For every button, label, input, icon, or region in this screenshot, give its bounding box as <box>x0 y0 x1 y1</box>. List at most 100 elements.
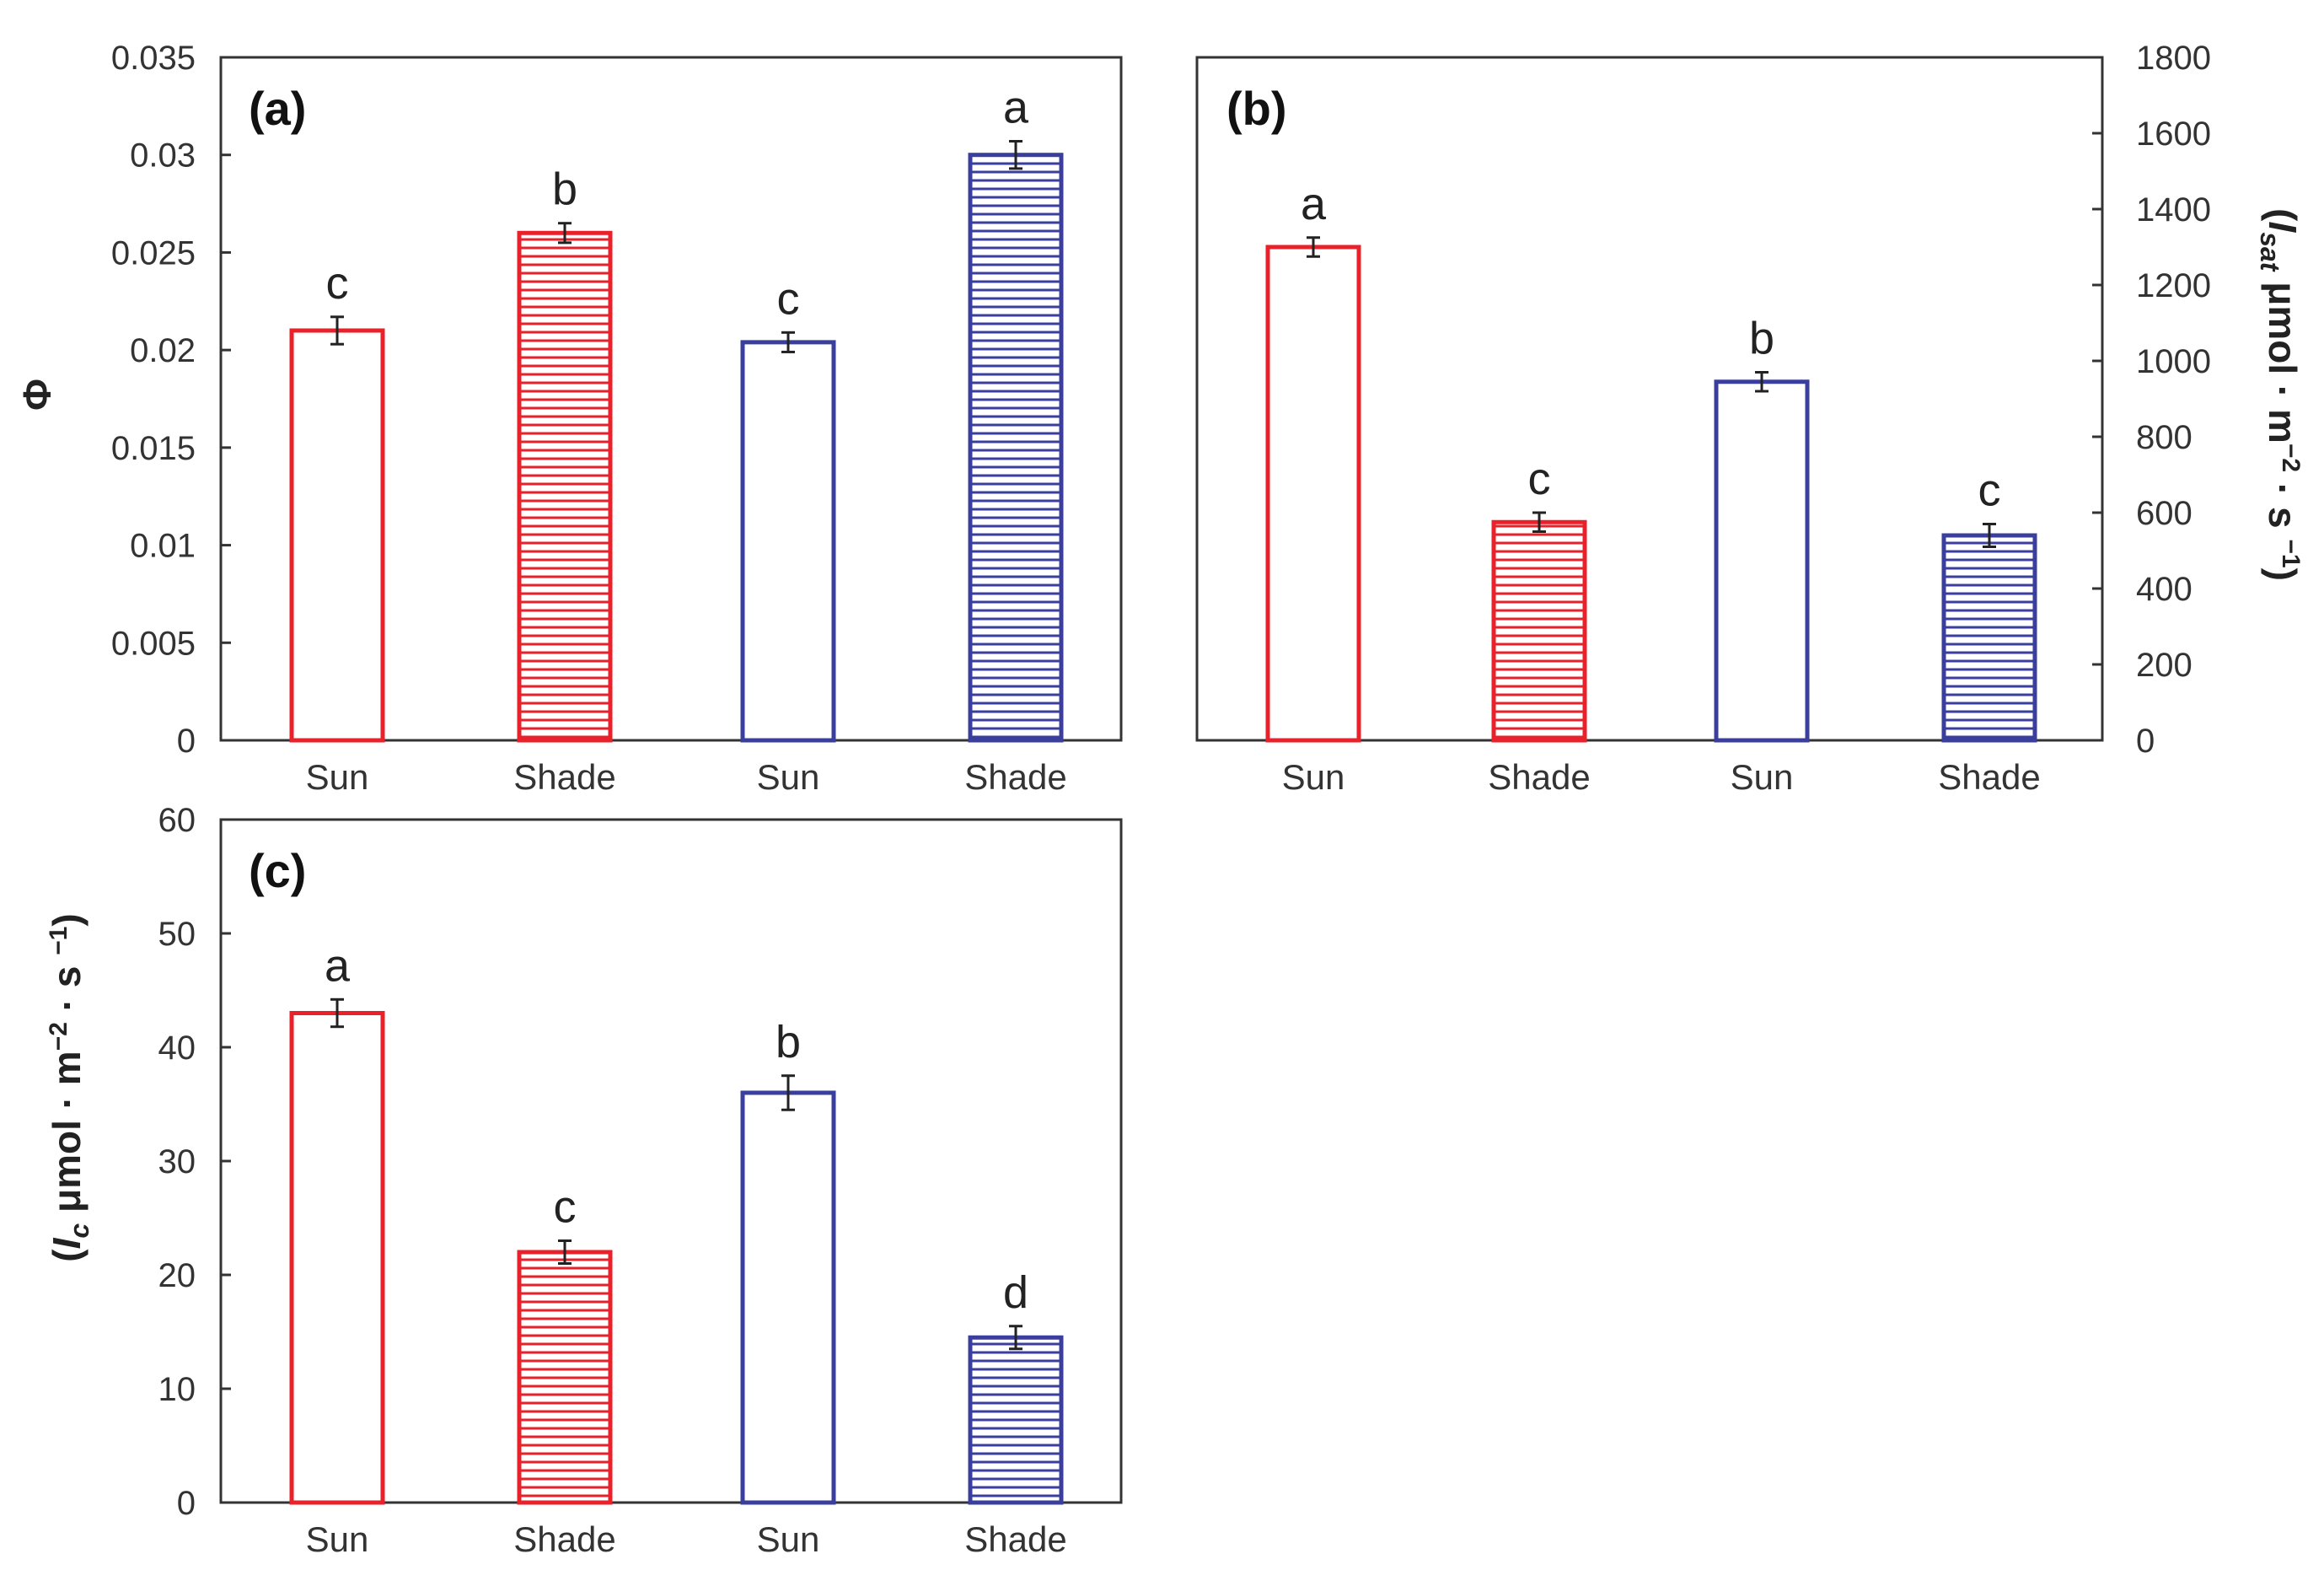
bar-c-4 <box>968 1335 1064 1505</box>
x-tick-label-a-4: Shade <box>964 757 1066 797</box>
significance-label-c-2: c <box>554 1182 577 1233</box>
y-axis-title-a: Φ <box>15 379 59 411</box>
y-tick-label-b-5: 1000 <box>2136 343 2211 380</box>
plot-frame-b <box>1195 56 2104 742</box>
plot-frame-a <box>219 56 1123 742</box>
y-tick-label-a-6: 0.03 <box>130 137 196 175</box>
y-tick-label-b-2: 400 <box>2136 571 2193 608</box>
x-tick-label-c-2: Shade <box>513 1519 615 1559</box>
y-title-c-var: I <box>45 1237 89 1249</box>
y-title-c-close: ) <box>45 913 89 926</box>
x-tick-label-c-3: Sun <box>757 1519 820 1559</box>
y-title-b-mid: · s <box>2261 472 2305 539</box>
significance-label-c-4: d <box>1003 1267 1028 1318</box>
significance-label-a-1: c <box>326 258 349 309</box>
significance-label-a-2: b <box>552 164 577 215</box>
y-title-b-exp1: −2 <box>2277 444 2305 472</box>
significance-label-b-4: c <box>1978 465 2001 516</box>
y-tick-label-a-7: 0.035 <box>111 40 196 77</box>
y-title-b-var: I <box>2261 221 2305 233</box>
error-bar-a-2 <box>558 222 572 245</box>
y-tick-label-c-0: 0 <box>177 1485 196 1522</box>
y-tick-label-b-4: 800 <box>2136 419 2193 456</box>
y-title-b-sub: sat <box>2255 232 2285 272</box>
x-tick-label-b-4: Shade <box>1938 757 2040 797</box>
bar-c-1 <box>289 1011 385 1505</box>
y-tick-label-b-3: 600 <box>2136 495 2193 532</box>
significance-label-b-2: c <box>1528 454 1551 504</box>
significance-label-b-1: a <box>1301 179 1327 229</box>
error-bar-b-2 <box>1532 511 1546 533</box>
bar-b-2 <box>1491 519 1587 743</box>
y-title-c-sub: c <box>64 1223 94 1239</box>
y-title-c-mid: · s <box>45 955 89 1022</box>
bar-a-4 <box>968 153 1064 743</box>
y-title-b-unit: μmol · m <box>2261 271 2305 443</box>
error-bar-b-4 <box>1983 523 1996 548</box>
y-tick-label-c-3: 30 <box>158 1143 196 1180</box>
error-bar-b-3 <box>1755 371 1768 393</box>
bar-c-3 <box>740 1090 836 1505</box>
y-tick-label-b-8: 1600 <box>2136 116 2211 153</box>
y-title-c-exp1: −2 <box>45 1022 72 1051</box>
y-tick-label-c-5: 50 <box>158 916 196 953</box>
y-title-b-close: ) <box>2261 568 2305 581</box>
bar-b-3 <box>1714 379 1810 743</box>
error-bar-c-2 <box>558 1239 572 1265</box>
x-tick-label-c-4: Shade <box>964 1519 1066 1559</box>
x-tick-label-b-1: Sun <box>1282 757 1345 797</box>
y-tick-label-a-5: 0.025 <box>111 234 196 272</box>
x-tick-label-a-3: Sun <box>757 757 820 797</box>
y-tick-label-b-9: 1800 <box>2136 40 2211 77</box>
error-bar-b-1 <box>1307 236 1320 258</box>
y-title-c-exp2: −1 <box>45 927 72 955</box>
y-tick-label-c-1: 10 <box>158 1371 196 1408</box>
bar-a-2 <box>517 230 613 743</box>
panel-label-a: (a) <box>249 82 306 135</box>
panel-label-b: (b) <box>1226 82 1287 135</box>
x-tick-label-b-3: Sun <box>1731 757 1794 797</box>
chart-panel-a: (a) Φ 0 0.005 0.01 0.015 0.02 0.025 0.03 0.035 c… <box>15 40 1123 797</box>
bar-a-1 <box>289 328 385 743</box>
x-tick-label-b-2: Shade <box>1488 757 1590 797</box>
bar-c-2 <box>517 1250 613 1505</box>
significance-label-a-3: c <box>777 273 800 324</box>
y-title-c-open: ( <box>45 1249 89 1262</box>
chart-panel-c: (c) (Ic μmol · m−2 · s −1) 0102030405060… <box>45 802 1123 1559</box>
y-tick-label-b-1: 200 <box>2136 647 2193 684</box>
y-title-c-unit: μmol · m <box>45 1051 89 1223</box>
y-tick-label-a-2: 0.01 <box>130 528 196 565</box>
panel-label-c: (c) <box>249 844 306 897</box>
error-bar-c-4 <box>1009 1325 1022 1351</box>
error-bar-a-1 <box>330 315 344 346</box>
error-bar-c-1 <box>330 997 344 1029</box>
y-tick-label-b-6: 1200 <box>2136 267 2211 304</box>
bar-b-1 <box>1265 245 1361 743</box>
x-tick-label-a-1: Sun <box>306 757 369 797</box>
bar-b-4 <box>1941 533 2037 743</box>
y-tick-label-c-2: 20 <box>158 1257 196 1294</box>
bar-a-3 <box>740 340 836 743</box>
y-title-b-open: ( <box>2261 208 2305 222</box>
y-tick-label-a-0: 0 <box>177 723 196 760</box>
x-tick-label-c-1: Sun <box>306 1519 369 1559</box>
y-tick-label-a-4: 0.02 <box>130 332 196 369</box>
error-bar-c-3 <box>781 1074 795 1111</box>
y-tick-label-b-0: 0 <box>2136 723 2155 760</box>
significance-label-a-4: a <box>1003 83 1029 133</box>
significance-label-c-1: a <box>325 940 351 991</box>
y-axis-title-c: (Ic μmol · m−2 · s −1) <box>45 913 94 1261</box>
error-bar-a-4 <box>1009 140 1022 170</box>
y-tick-label-c-6: 60 <box>158 802 196 839</box>
y-title-b-exp2: −1 <box>2277 539 2305 567</box>
y-tick-label-c-4: 40 <box>158 1030 196 1067</box>
y-tick-label-a-3: 0.015 <box>111 430 196 467</box>
y-tick-label-a-1: 0.005 <box>111 625 196 662</box>
chart-panel-b: (b) (Isat μmol · m−2 · s −1) 02004006008… <box>1195 40 2305 797</box>
significance-label-c-3: b <box>776 1017 801 1067</box>
x-tick-label-a-2: Shade <box>513 757 615 797</box>
y-tick-label-b-7: 1400 <box>2136 191 2211 229</box>
significance-label-b-3: b <box>1749 314 1774 364</box>
y-axis-title-b: (Isat μmol · m−2 · s −1) <box>2255 208 2305 581</box>
